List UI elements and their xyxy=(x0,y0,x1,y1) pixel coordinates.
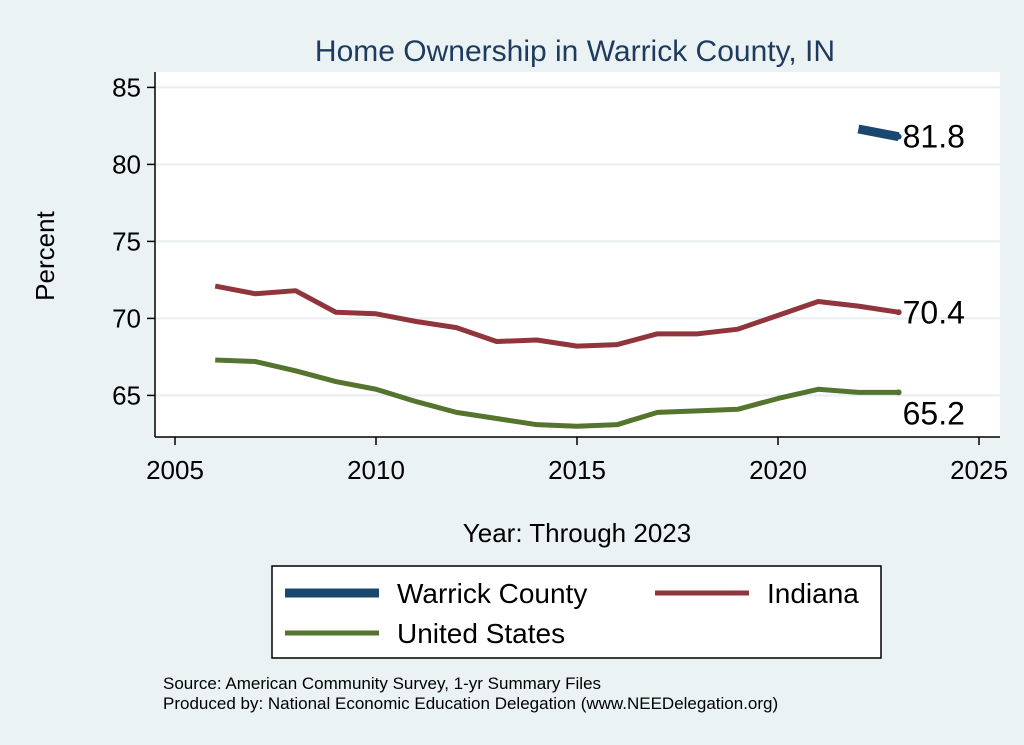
source-line-2: Produced by: National Economic Education… xyxy=(163,694,778,713)
chart-title: Home Ownership in Warrick County, IN xyxy=(315,35,835,68)
series-end-point xyxy=(895,133,902,140)
y-tick-label: 85 xyxy=(112,72,141,102)
y-tick-label: 80 xyxy=(112,149,141,179)
series-line-indiana xyxy=(214,283,899,349)
legend-label: United States xyxy=(397,618,565,649)
legend: Warrick County Indiana United States xyxy=(285,578,859,649)
x-tick-label: 2020 xyxy=(749,455,807,485)
x-tick-label: 2010 xyxy=(347,455,405,485)
legend-label: Indiana xyxy=(767,578,859,609)
y-tick-label: 65 xyxy=(112,380,141,410)
end-labels: 81.8 70.4 65.2 xyxy=(903,119,965,432)
x-tick-label: 2005 xyxy=(146,455,204,485)
series-end-point xyxy=(895,389,902,396)
plot-area xyxy=(155,72,1000,437)
y-tick-label: 75 xyxy=(112,226,141,256)
axis-ticks: 65 70 75 80 85 2005 2010 2015 2020 2025 xyxy=(112,72,1008,485)
x-tick-label: 2015 xyxy=(548,455,606,485)
gridlines xyxy=(155,86,1000,397)
series-end-label: 70.4 xyxy=(903,294,965,330)
series-end-point xyxy=(895,309,902,316)
x-axis-title: Year: Through 2023 xyxy=(463,518,691,548)
series-line-united-states xyxy=(215,357,899,429)
series-end-label: 65.2 xyxy=(903,395,965,431)
series-line-warrick-county xyxy=(857,124,900,142)
series-lines xyxy=(214,124,902,429)
y-axis-title: Percent xyxy=(30,210,60,300)
y-tick-label: 70 xyxy=(112,303,141,333)
series-end-label: 81.8 xyxy=(903,119,965,155)
x-tick-label: 2025 xyxy=(950,455,1008,485)
legend-box xyxy=(271,565,882,659)
source-line-1: Source: American Community Survey, 1-yr … xyxy=(163,674,601,693)
legend-label: Warrick County xyxy=(397,578,587,609)
